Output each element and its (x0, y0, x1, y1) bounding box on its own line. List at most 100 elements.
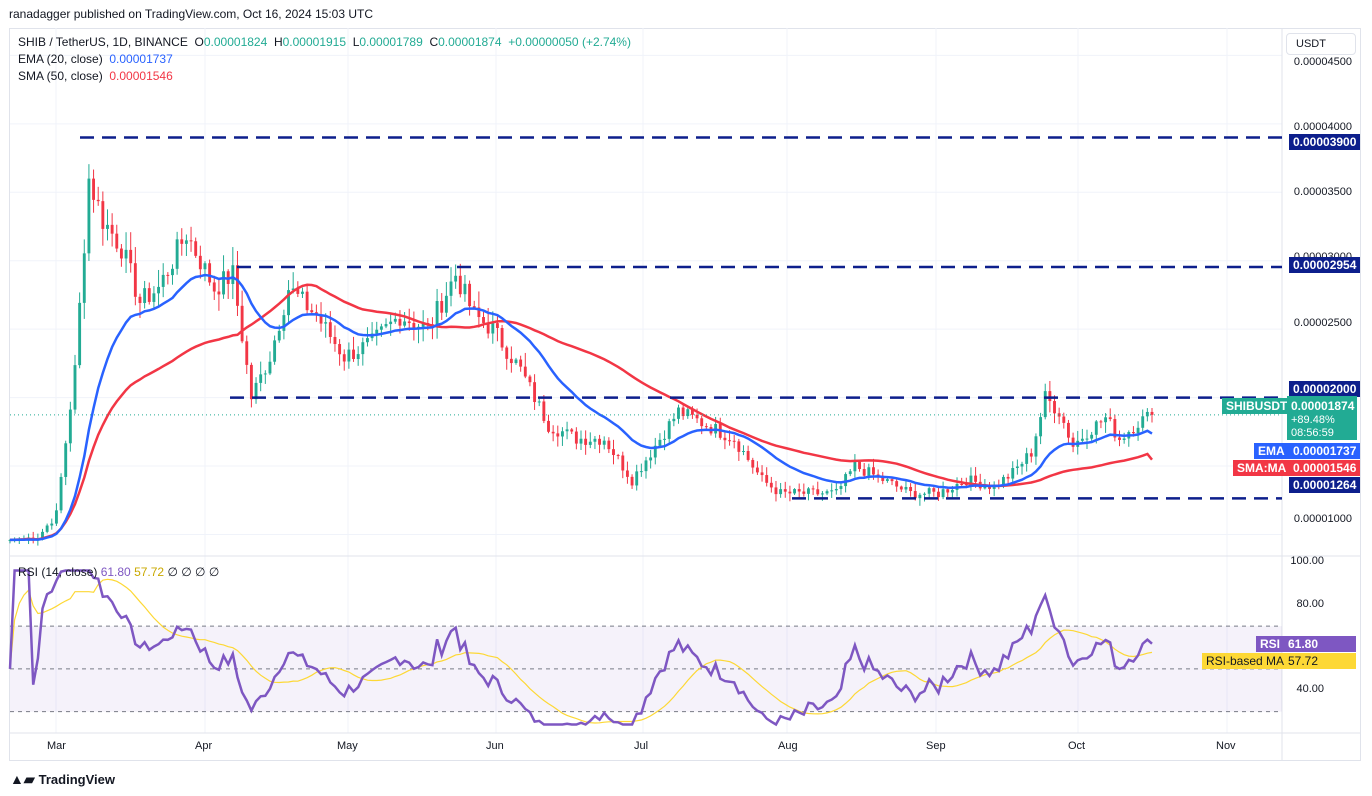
candle-body (630, 476, 634, 486)
rsi-legend-extra: ∅ ∅ ∅ ∅ (167, 565, 220, 579)
open-value: 0.00001824 (203, 35, 268, 49)
candle-body (755, 467, 759, 473)
candle-body (653, 445, 657, 458)
month-label: Mar (47, 740, 66, 752)
month-label: Sep (926, 740, 946, 752)
candle-body (542, 401, 546, 421)
level-tag-3900: 0.00003900 (1289, 134, 1361, 150)
candle-body (1066, 422, 1070, 438)
candle-body (848, 471, 852, 475)
candle-body (593, 438, 597, 442)
sma-legend-label: SMA (50, close) (18, 69, 103, 83)
price-axis-label: 0.00001000 (1293, 513, 1352, 525)
tradingview-logo-icon: ▲▰ (10, 771, 35, 787)
candle-body (347, 349, 351, 362)
candle-body (194, 241, 198, 256)
candle-body (625, 470, 629, 477)
candle-body (217, 291, 221, 295)
candle-body (449, 281, 453, 296)
candle-body (574, 431, 578, 444)
candle-body (519, 359, 523, 367)
candle-body (180, 239, 184, 244)
month-label: Jul (634, 740, 649, 752)
candle-body (825, 491, 829, 494)
rsi-legend: RSI (14, close) 61.80 57.72 ∅ ∅ ∅ ∅ (18, 565, 219, 579)
candle-body (208, 263, 212, 283)
candle-body (769, 482, 773, 488)
level-tag-2954: 0.00002954 (1289, 257, 1361, 273)
candle-body (565, 429, 569, 432)
price-axis-label: 0.00002500 (1293, 317, 1352, 329)
candle-body (607, 440, 611, 450)
candle-body (649, 457, 653, 461)
candle-body (588, 441, 592, 445)
ema-legend-value: 0.00001737 (109, 52, 173, 66)
candle-body (366, 338, 369, 343)
month-label: Jun (486, 740, 504, 752)
candle-body (254, 382, 258, 400)
candle-body (175, 239, 179, 269)
candle-body (310, 310, 314, 313)
candle-body (468, 283, 472, 307)
candle-body (352, 349, 355, 360)
rsi-ma-tag-value: 57.72 (1284, 653, 1356, 669)
candle-body (1043, 391, 1047, 418)
candle-body (161, 274, 165, 287)
candle-body (491, 323, 495, 334)
candle-body (635, 471, 639, 486)
chart-frame (9, 28, 1361, 761)
candle-body (830, 490, 834, 492)
candle-body (240, 305, 244, 342)
candle-body (73, 365, 77, 410)
currency-button[interactable]: USDT (1286, 33, 1356, 55)
candle-body (324, 322, 328, 324)
candle-body (138, 296, 142, 304)
candle-body (1104, 417, 1108, 423)
candle-body (440, 301, 444, 313)
candle-body (1085, 438, 1089, 440)
candle-body (1053, 401, 1056, 414)
candle-body (602, 440, 606, 445)
candle-body (639, 471, 643, 473)
candle-body (152, 293, 156, 302)
candle-body (728, 440, 731, 442)
candle-body (454, 275, 458, 282)
candle-body (932, 488, 936, 492)
rsi-line (8, 569, 1153, 727)
candle-body (268, 361, 272, 374)
candle-body (983, 485, 987, 489)
candle-body (1145, 411, 1149, 417)
candle-body (119, 248, 123, 259)
candle-body (742, 451, 745, 453)
candle-body (82, 253, 86, 303)
candle-body (923, 493, 926, 495)
candle-body (909, 486, 913, 492)
candle-body (249, 364, 253, 400)
countdown: 08:56:59 (1291, 427, 1334, 439)
candle-body (1122, 438, 1126, 440)
rsi-axis-label: 40.00 (1296, 683, 1324, 695)
rsi-axis-label: 80.00 (1296, 598, 1324, 610)
candle-body (222, 271, 225, 295)
tradingview-footer[interactable]: ▲▰ TradingView (10, 771, 115, 788)
candle-body (509, 358, 513, 364)
candle-body (171, 268, 174, 276)
candle-body (1141, 416, 1145, 428)
candle-body (913, 491, 917, 499)
candle-body (328, 322, 332, 337)
candle-body (236, 265, 239, 306)
ema-price-tag: 0.00001737 (1289, 443, 1361, 459)
candle-body (1048, 391, 1052, 402)
candle-body (301, 291, 304, 294)
last-change: +89.48% (1291, 414, 1335, 426)
candle-body (704, 426, 708, 428)
candle-body (421, 323, 425, 327)
candle-body (342, 354, 346, 362)
month-label: May (337, 740, 358, 752)
sma-price-tag: 0.00001546 (1289, 460, 1361, 476)
candle-body (872, 467, 875, 475)
candle-body (477, 307, 481, 318)
candle-body (598, 438, 602, 445)
candle-body (890, 479, 894, 482)
